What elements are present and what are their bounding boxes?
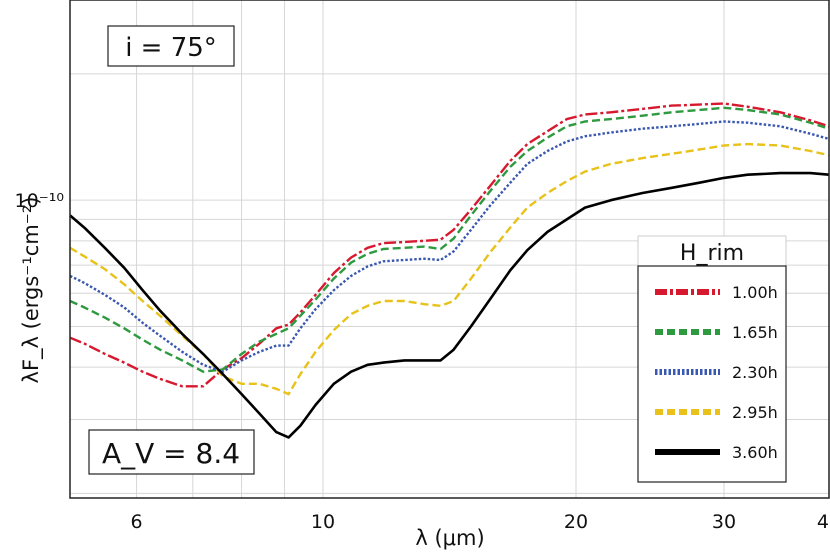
legend-label: 2.95h: [732, 403, 778, 422]
x-axis-label: λ (μm): [415, 526, 484, 550]
x-tick-label: 20: [564, 511, 588, 533]
legend-label: 2.30h: [732, 363, 778, 382]
x-tick-label: 10: [311, 511, 335, 533]
tick-labels: 6 10 20 30 40 10⁻¹⁰: [15, 190, 830, 533]
legend-items: 1.00h 1.65h 2.30h 2.95h 3.60h: [655, 283, 778, 462]
series-line-2.95h: [69, 142, 830, 396]
series-line-1.00h: [69, 102, 830, 388]
legend-title: H_rim: [680, 241, 744, 266]
x-tick-label: 40: [817, 511, 830, 533]
legend: H_rim 1.00h 1.65h 2.30h 2.95h 3.60h: [637, 235, 787, 483]
x-tick-label: 6: [131, 511, 143, 533]
series-line-2.30h: [69, 120, 830, 373]
extinction-label: A_V = 8.4: [102, 437, 240, 470]
series-lines: [69, 102, 830, 439]
y-axis-label: λF_λ (ergs⁻¹cm⁻²): [19, 197, 44, 384]
series-line-1.65h: [69, 106, 830, 373]
legend-label: 1.65h: [732, 323, 778, 342]
legend-label: 3.60h: [732, 443, 778, 462]
plot-frame: [69, 0, 830, 499]
series-line-3.60h: [69, 171, 830, 439]
y-tick-label: 10⁻¹⁰: [15, 190, 64, 212]
inclination-label: i = 75°: [125, 33, 217, 63]
legend-box: [637, 265, 787, 483]
x-tick-label: 30: [712, 511, 736, 533]
legend-label: 1.00h: [732, 283, 778, 302]
extinction-annotation: A_V = 8.4: [88, 429, 255, 475]
inclination-annotation: i = 75°: [107, 25, 235, 67]
